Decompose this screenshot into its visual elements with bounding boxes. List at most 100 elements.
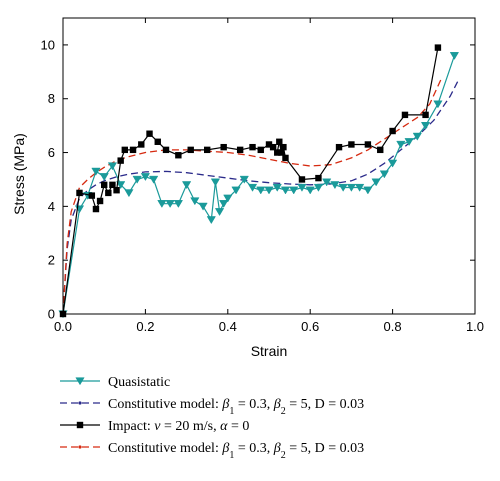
data-point	[162, 146, 170, 154]
data-point	[249, 143, 256, 151]
data-point	[219, 200, 229, 208]
data-point	[204, 146, 211, 154]
data-point	[109, 181, 116, 189]
y-tick-label: 6	[48, 145, 55, 160]
data-point	[404, 138, 414, 147]
data-point	[422, 111, 429, 119]
y-tick-label: 10	[41, 37, 55, 52]
legend-marker	[78, 401, 82, 405]
data-point	[129, 146, 137, 154]
data-point	[371, 178, 381, 187]
axes: 0.0 0.2 0.4 0.6 0.8 1.0 0 2 4 6 8 10	[41, 17, 484, 334]
plot-area	[58, 44, 460, 319]
series-line-model_impact	[62, 76, 443, 315]
data-point	[305, 186, 315, 195]
legend-marker	[78, 445, 82, 449]
data-point	[289, 186, 299, 195]
legend: Quasistatic Constitutive model: β1 = 0.3,…	[60, 375, 364, 461]
data-point	[190, 197, 200, 206]
data-point	[379, 170, 389, 179]
data-point	[449, 52, 460, 60]
data-point	[433, 100, 443, 109]
data-point	[257, 146, 264, 154]
data-point	[124, 189, 134, 198]
data-point	[91, 167, 101, 176]
data-point	[297, 183, 307, 192]
data-point	[173, 200, 183, 208]
data-point	[175, 152, 182, 159]
x-tick-label: 0.8	[384, 319, 402, 334]
data-point	[272, 183, 282, 192]
data-point	[198, 202, 208, 211]
plot-frame	[62, 17, 476, 315]
data-point	[138, 141, 145, 148]
data-point	[101, 181, 108, 189]
data-point	[363, 186, 373, 195]
y-tick-label: 8	[48, 91, 55, 106]
series-impact	[59, 44, 442, 318]
data-point	[387, 159, 398, 168]
data-point	[274, 149, 281, 156]
x-tick-label: 1.0	[466, 319, 484, 334]
data-point	[88, 192, 96, 199]
data-point	[247, 183, 258, 192]
data-point	[206, 216, 216, 225]
data-point	[239, 175, 249, 184]
data-point	[165, 200, 175, 208]
data-point	[389, 127, 396, 135]
data-point	[92, 205, 100, 213]
data-point	[157, 200, 167, 208]
legend-item-model_quasi: Constitutive model: β1 = 0.3, β2 = 5, D …	[60, 397, 364, 417]
data-point	[298, 176, 306, 183]
data-point	[377, 146, 384, 154]
data-point	[76, 189, 83, 197]
legend-item-impact: Impact: ν = 20 m/s, α = 0	[60, 419, 249, 434]
data-point	[338, 183, 348, 192]
legend-label: Constitutive model: β1 = 0.3, β2 = 5, D …	[108, 441, 364, 461]
data-point	[401, 111, 409, 119]
data-point	[231, 186, 241, 195]
legend-marker	[75, 377, 85, 386]
data-point	[276, 138, 283, 145]
data-point	[140, 173, 151, 182]
series-model_impact	[62, 76, 443, 315]
data-point	[264, 186, 274, 195]
data-point	[220, 143, 227, 151]
data-point	[132, 175, 142, 184]
x-tick-label: 0.6	[301, 319, 319, 334]
data-point	[348, 141, 355, 148]
data-point	[149, 175, 159, 184]
data-point	[116, 181, 126, 190]
data-point	[396, 140, 406, 149]
data-point	[154, 138, 161, 145]
data-point	[434, 44, 442, 51]
data-point	[117, 157, 124, 164]
data-point	[315, 174, 322, 182]
data-point	[280, 143, 287, 151]
series-line-model_quasi	[62, 79, 460, 315]
data-point	[105, 189, 112, 197]
data-point	[223, 194, 233, 203]
legend-item-quasistatic: Quasistatic	[60, 375, 170, 390]
data-point	[364, 141, 372, 148]
series-model_quasi	[62, 79, 460, 315]
data-point	[313, 183, 324, 192]
data-point	[265, 141, 273, 148]
y-tick-label: 0	[48, 307, 55, 322]
data-point	[121, 146, 128, 154]
series-quasistatic	[58, 52, 460, 319]
data-point	[355, 183, 365, 192]
x-tick-label: 0.2	[136, 319, 154, 334]
y-axis-title: Stress (MPa)	[11, 133, 27, 215]
legend-item-model_impact: Constitutive model: β1 = 0.3, β2 = 5, D …	[60, 441, 364, 461]
data-point	[113, 187, 120, 194]
data-point	[335, 143, 343, 151]
legend-label: Constitutive model: β1 = 0.3, β2 = 5, D …	[108, 397, 364, 417]
legend-label: Impact: ν = 20 m/s, α = 0	[108, 419, 249, 434]
x-tick-label: 0.4	[219, 319, 237, 334]
data-point	[107, 162, 118, 171]
y-tick-label: 4	[48, 199, 55, 214]
legend-marker	[76, 421, 84, 429]
